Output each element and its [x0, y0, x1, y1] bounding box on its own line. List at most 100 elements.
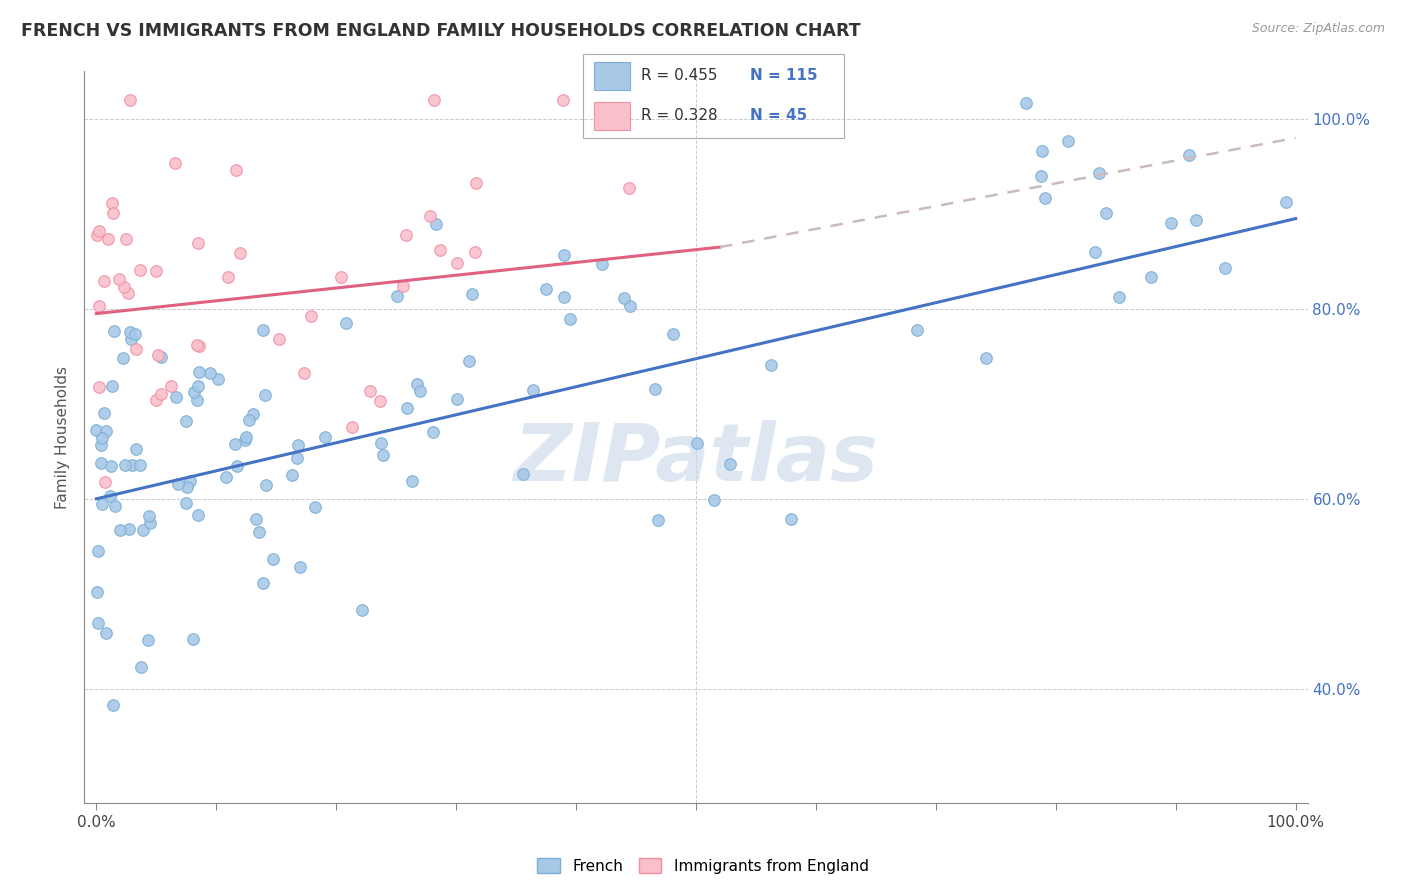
- Point: [458, 354, 481, 368]
- Point: [225, 459, 247, 474]
- Point: [1084, 244, 1107, 259]
- Point: [225, 162, 247, 177]
- Point: [238, 413, 260, 427]
- Point: [1031, 144, 1053, 158]
- Point: [145, 264, 167, 278]
- Point: [619, 299, 641, 313]
- Text: R = 0.328: R = 0.328: [641, 108, 717, 123]
- Point: [429, 244, 451, 258]
- Point: [419, 209, 441, 223]
- Point: [592, 257, 614, 271]
- Point: [262, 552, 284, 566]
- Point: [93, 274, 115, 288]
- Point: [101, 379, 124, 393]
- Text: ZIPatlas: ZIPatlas: [513, 420, 879, 498]
- Point: [905, 323, 928, 337]
- Text: N = 115: N = 115: [749, 69, 817, 84]
- Point: [90, 431, 112, 445]
- Point: [108, 272, 131, 286]
- Point: [235, 430, 257, 444]
- Point: [686, 436, 709, 450]
- Point: [425, 217, 447, 231]
- Point: [245, 512, 267, 526]
- Point: [522, 384, 544, 398]
- Point: [1087, 166, 1109, 180]
- Point: [287, 451, 309, 466]
- Point: [167, 477, 190, 491]
- Text: R = 0.455: R = 0.455: [641, 69, 717, 84]
- Point: [253, 388, 276, 402]
- Point: [125, 342, 148, 356]
- Point: [1178, 148, 1201, 162]
- Point: [395, 227, 418, 242]
- Point: [118, 522, 141, 536]
- Point: [252, 575, 274, 590]
- Point: [446, 392, 468, 406]
- Point: [174, 413, 197, 427]
- Point: [267, 333, 290, 347]
- Point: [553, 290, 575, 304]
- Point: [1035, 190, 1057, 204]
- Point: [188, 339, 211, 353]
- Point: [464, 244, 486, 259]
- Point: [101, 206, 124, 220]
- Point: [370, 394, 392, 409]
- Point: [93, 475, 115, 489]
- Point: [1056, 134, 1078, 148]
- Point: [101, 698, 124, 712]
- Point: [287, 438, 309, 452]
- Point: [136, 632, 159, 647]
- Y-axis label: Family Households: Family Households: [55, 366, 70, 508]
- Point: [1140, 270, 1163, 285]
- Point: [165, 390, 187, 404]
- Point: [553, 248, 575, 262]
- Point: [1095, 206, 1118, 220]
- Point: [103, 324, 125, 338]
- Point: [104, 499, 127, 513]
- Point: [229, 245, 252, 260]
- Point: [422, 425, 444, 440]
- Point: [110, 523, 132, 537]
- Point: [207, 372, 229, 386]
- Point: [359, 384, 381, 399]
- Point: [125, 442, 148, 456]
- Point: [186, 338, 208, 352]
- Point: [118, 325, 141, 339]
- Point: [112, 280, 135, 294]
- Point: [613, 292, 636, 306]
- Point: [409, 384, 432, 398]
- Point: [558, 312, 581, 326]
- Point: [121, 332, 143, 346]
- Point: [314, 430, 336, 444]
- Point: [1213, 260, 1236, 275]
- Point: [644, 382, 666, 396]
- Point: [1031, 169, 1053, 183]
- Point: [176, 496, 198, 510]
- Point: [179, 474, 201, 488]
- FancyBboxPatch shape: [593, 62, 630, 90]
- Point: [536, 282, 558, 296]
- Point: [233, 433, 256, 447]
- Point: [242, 407, 264, 421]
- Point: [118, 93, 141, 107]
- Point: [647, 513, 669, 527]
- Point: [465, 176, 488, 190]
- Point: [292, 366, 315, 380]
- Point: [98, 489, 121, 503]
- Point: [446, 256, 468, 270]
- Point: [1160, 216, 1182, 230]
- Point: [385, 288, 408, 302]
- Point: [100, 459, 122, 474]
- Point: [761, 358, 783, 372]
- Point: [1108, 291, 1130, 305]
- Point: [329, 270, 352, 285]
- Point: [96, 424, 118, 438]
- Point: [146, 349, 169, 363]
- Point: [93, 406, 115, 420]
- Point: [288, 560, 311, 574]
- Point: [111, 351, 134, 366]
- Point: [150, 350, 173, 364]
- Point: [86, 227, 108, 242]
- Point: [198, 366, 221, 380]
- Point: [176, 480, 198, 494]
